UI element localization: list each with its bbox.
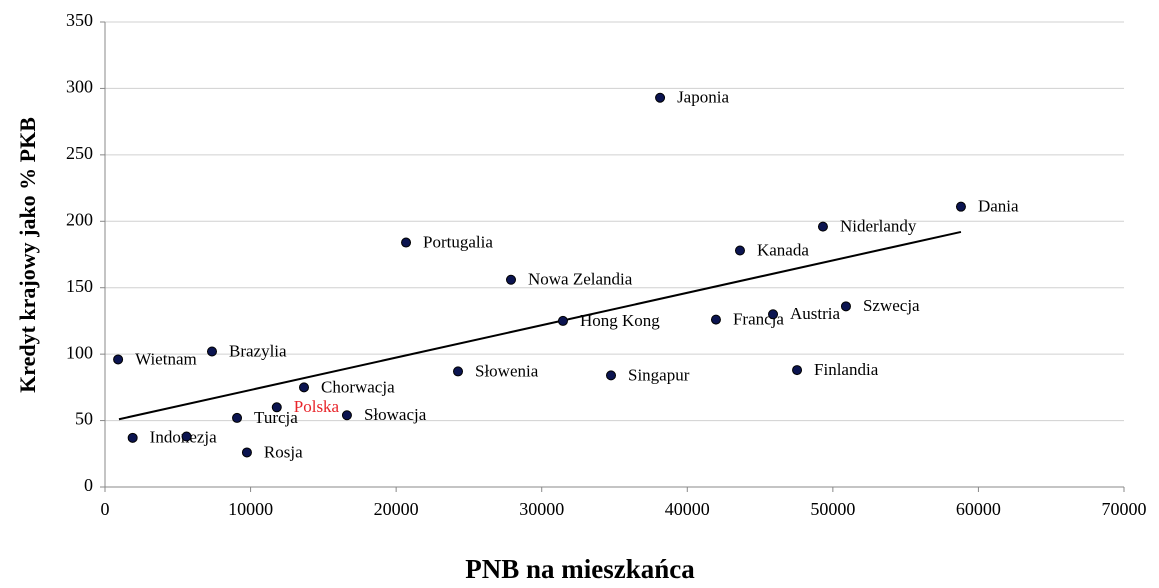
point-label: Finlandia <box>814 360 879 379</box>
x-tick-label: 10000 <box>228 499 273 519</box>
point-label: Szwecja <box>863 296 920 315</box>
point-label: Brazylia <box>229 341 287 360</box>
point <box>505 274 516 285</box>
point-label: Nowa Zelandia <box>528 270 633 289</box>
point <box>241 447 252 458</box>
point <box>955 201 966 212</box>
point <box>206 346 217 357</box>
x-tick-label: 30000 <box>519 499 564 519</box>
point <box>557 315 568 326</box>
x-tick-label: 0 <box>101 499 110 519</box>
point <box>792 365 803 376</box>
point <box>768 309 779 320</box>
point <box>606 370 617 381</box>
y-axis-title: Kredyt krajowy jako % PKB <box>15 117 40 393</box>
point <box>710 314 721 325</box>
point <box>232 412 243 423</box>
point <box>181 431 192 442</box>
point-label: Japonia <box>677 88 729 107</box>
point <box>401 237 412 248</box>
point-label: Hong Kong <box>580 311 660 330</box>
x-axis-title: PNB na mieszkańca <box>465 554 695 584</box>
point <box>341 410 352 421</box>
point <box>453 366 464 377</box>
point-label: Kanada <box>757 240 809 259</box>
x-tick-label: 40000 <box>665 499 710 519</box>
point-label: Singapur <box>628 365 690 384</box>
point <box>298 382 309 393</box>
point <box>655 92 666 103</box>
point <box>271 402 282 413</box>
point <box>113 354 124 365</box>
y-tick-label: 200 <box>66 209 93 229</box>
y-tick-label: 350 <box>66 10 93 30</box>
point-label: Wietnam <box>135 349 197 368</box>
point-label: Polska <box>294 397 340 416</box>
x-tick-label: 60000 <box>956 499 1001 519</box>
point-label: Rosja <box>264 442 303 461</box>
point-label: Dania <box>978 197 1019 216</box>
point-label: Słowacja <box>364 405 427 424</box>
point <box>817 221 828 232</box>
y-tick-label: 150 <box>66 276 93 296</box>
point-label: Austria <box>790 304 841 323</box>
point-label: Chorwacja <box>321 377 395 396</box>
point-label: Słowenia <box>475 361 539 380</box>
y-tick-label: 50 <box>75 409 93 429</box>
y-tick-label: 300 <box>66 77 93 97</box>
y-tick-label: 250 <box>66 143 93 163</box>
point <box>734 245 745 256</box>
trendline <box>118 230 962 421</box>
point <box>127 432 138 443</box>
point <box>840 301 851 312</box>
point-label: Turcja <box>254 408 298 427</box>
y-tick-label: 0 <box>84 475 93 495</box>
y-tick-label: 100 <box>66 342 93 362</box>
point-label: Niderlandy <box>840 217 917 236</box>
point-label: Portugalia <box>423 232 493 251</box>
x-tick-label: 70000 <box>1102 499 1147 519</box>
x-tick-label: 50000 <box>810 499 855 519</box>
x-tick-label: 20000 <box>374 499 419 519</box>
